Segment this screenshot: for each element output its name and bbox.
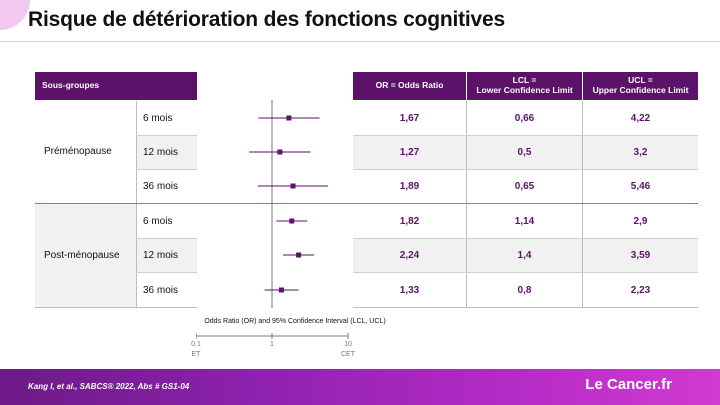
column-divider (582, 101, 583, 307)
x-axis-tick-sublabel: CET (341, 351, 355, 358)
odds-ratio-marker (290, 183, 296, 189)
ucl-value: 3,2 (633, 147, 648, 158)
row-bg (136, 170, 197, 202)
odds-ratio-marker (277, 149, 283, 155)
ucl-header-line2: Upper Confidence Limit (592, 85, 689, 95)
lcl-value: 0,66 (514, 112, 535, 124)
lcl-value: 0,8 (517, 284, 532, 296)
row-bg (353, 136, 698, 169)
or-value: 1,67 (399, 112, 420, 124)
odds-ratio-marker (286, 115, 292, 121)
brand-text: Le Cancer.fr (585, 376, 672, 393)
odds-ratio-marker (278, 287, 284, 293)
ucl-header-line1: UCL = (628, 75, 653, 86)
row-bg (136, 101, 197, 135)
subgroup-header: Sous-groupes (35, 72, 197, 100)
column-divider (136, 101, 137, 307)
row-bg (136, 273, 197, 307)
or-value: 1,89 (399, 180, 420, 192)
odds-ratio-marker (289, 218, 295, 224)
ucl-value: 2,9 (633, 215, 648, 227)
row-bg (136, 239, 197, 272)
group-label-postmenopause: Post-ménopause (44, 250, 120, 261)
lcl-header: LCL = Lower Confidence Limit (467, 72, 582, 100)
footer-bar (0, 369, 720, 405)
row-divider (353, 238, 698, 239)
row-divider (136, 272, 197, 273)
time-label: 6 mois (143, 112, 173, 124)
row-bg (353, 239, 698, 272)
time-label: 12 mois (143, 147, 179, 158)
or-value: 1,82 (399, 215, 420, 227)
lcl-value: 0,65 (514, 180, 535, 192)
x-axis-tick-label: 0.1 (191, 341, 201, 348)
lcl-value: 0,5 (517, 147, 532, 158)
odds-ratio-marker (296, 252, 302, 258)
group-label-premenopause: Préménopause (44, 146, 112, 157)
forest-plot (196, 100, 349, 339)
column-divider (466, 101, 467, 307)
ucl-header: UCL = Upper Confidence Limit (583, 72, 698, 100)
lcl-value: 1,4 (517, 250, 532, 261)
ucl-value: 5,46 (630, 180, 651, 192)
corner-decoration (0, 0, 30, 30)
row-bg (136, 136, 197, 169)
table-bottom-border (353, 307, 698, 308)
row-divider (136, 135, 197, 136)
lcl-header-line1: LCL = (512, 75, 537, 86)
page-title: Risque de détérioration des fonctions co… (28, 8, 505, 31)
time-label: 36 mois (143, 180, 179, 192)
row-divider (136, 238, 197, 239)
row-divider (353, 272, 698, 273)
time-label: 36 mois (143, 284, 179, 296)
citation: Kang I, et al., SABCS® 2022, Abs # GS1-0… (28, 382, 190, 391)
or-value: 2,24 (399, 250, 420, 261)
row-bg (136, 204, 197, 238)
lcl-header-line2: Lower Confidence Limit (476, 85, 573, 95)
row-divider (353, 169, 698, 170)
ucl-value: 3,59 (630, 250, 651, 261)
ucl-value: 4,22 (630, 112, 651, 124)
x-axis-title: Odds Ratio (OR) and 95% Confidence Inter… (204, 318, 386, 325)
x-axis-tick-label: 10 (344, 341, 352, 348)
title-divider (0, 41, 720, 42)
row-divider (353, 135, 698, 136)
row-divider (136, 169, 197, 170)
time-label: 12 mois (143, 250, 179, 261)
or-header: OR = Odds Ratio (353, 72, 466, 100)
time-label: 6 mois (143, 215, 173, 227)
lcl-value: 1,14 (514, 215, 535, 227)
table-bottom-border (35, 307, 197, 308)
or-value: 1,33 (399, 284, 420, 296)
ucl-value: 2,23 (630, 284, 651, 296)
x-axis-tick-sublabel: ET (191, 351, 201, 358)
x-axis-tick-label: 1 (270, 341, 274, 348)
group-divider-line (35, 203, 698, 204)
brand-logo: Le Cancer.fr (585, 376, 672, 393)
or-value: 1,27 (399, 147, 420, 158)
